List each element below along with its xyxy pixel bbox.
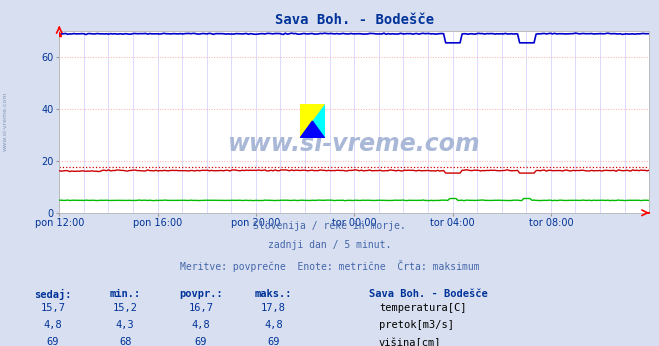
Text: 17,8: 17,8 bbox=[261, 303, 286, 313]
Text: min.:: min.: bbox=[109, 289, 141, 299]
Polygon shape bbox=[300, 104, 325, 138]
Text: temperatura[C]: temperatura[C] bbox=[379, 303, 467, 313]
Text: 4,8: 4,8 bbox=[264, 320, 283, 330]
Polygon shape bbox=[300, 121, 325, 138]
Text: 69: 69 bbox=[268, 337, 279, 346]
Text: 15,2: 15,2 bbox=[113, 303, 138, 313]
Text: 69: 69 bbox=[47, 337, 59, 346]
Text: www.si-vreme.com: www.si-vreme.com bbox=[3, 91, 8, 151]
Text: 4,3: 4,3 bbox=[116, 320, 134, 330]
Text: Slovenija / reke in morje.: Slovenija / reke in morje. bbox=[253, 221, 406, 231]
Text: višina[cm]: višina[cm] bbox=[379, 337, 442, 346]
Text: 4,8: 4,8 bbox=[43, 320, 62, 330]
Text: sedaj:: sedaj: bbox=[34, 289, 71, 300]
Text: maks.:: maks.: bbox=[255, 289, 292, 299]
Text: Meritve: povprečne  Enote: metrične  Črta: maksimum: Meritve: povprečne Enote: metrične Črta:… bbox=[180, 260, 479, 272]
Text: Sava Boh. - Bodešče: Sava Boh. - Bodešče bbox=[369, 289, 488, 299]
Text: www.si-vreme.com: www.si-vreme.com bbox=[228, 132, 480, 156]
Text: pretok[m3/s]: pretok[m3/s] bbox=[379, 320, 454, 330]
Polygon shape bbox=[300, 104, 325, 138]
Text: zadnji dan / 5 minut.: zadnji dan / 5 minut. bbox=[268, 240, 391, 251]
Text: 15,7: 15,7 bbox=[40, 303, 65, 313]
Text: 16,7: 16,7 bbox=[188, 303, 214, 313]
Text: 4,8: 4,8 bbox=[192, 320, 210, 330]
Text: 69: 69 bbox=[195, 337, 207, 346]
Title: Sava Boh. - Bodešče: Sava Boh. - Bodešče bbox=[275, 13, 434, 27]
Text: povpr.:: povpr.: bbox=[179, 289, 223, 299]
Text: 68: 68 bbox=[119, 337, 131, 346]
